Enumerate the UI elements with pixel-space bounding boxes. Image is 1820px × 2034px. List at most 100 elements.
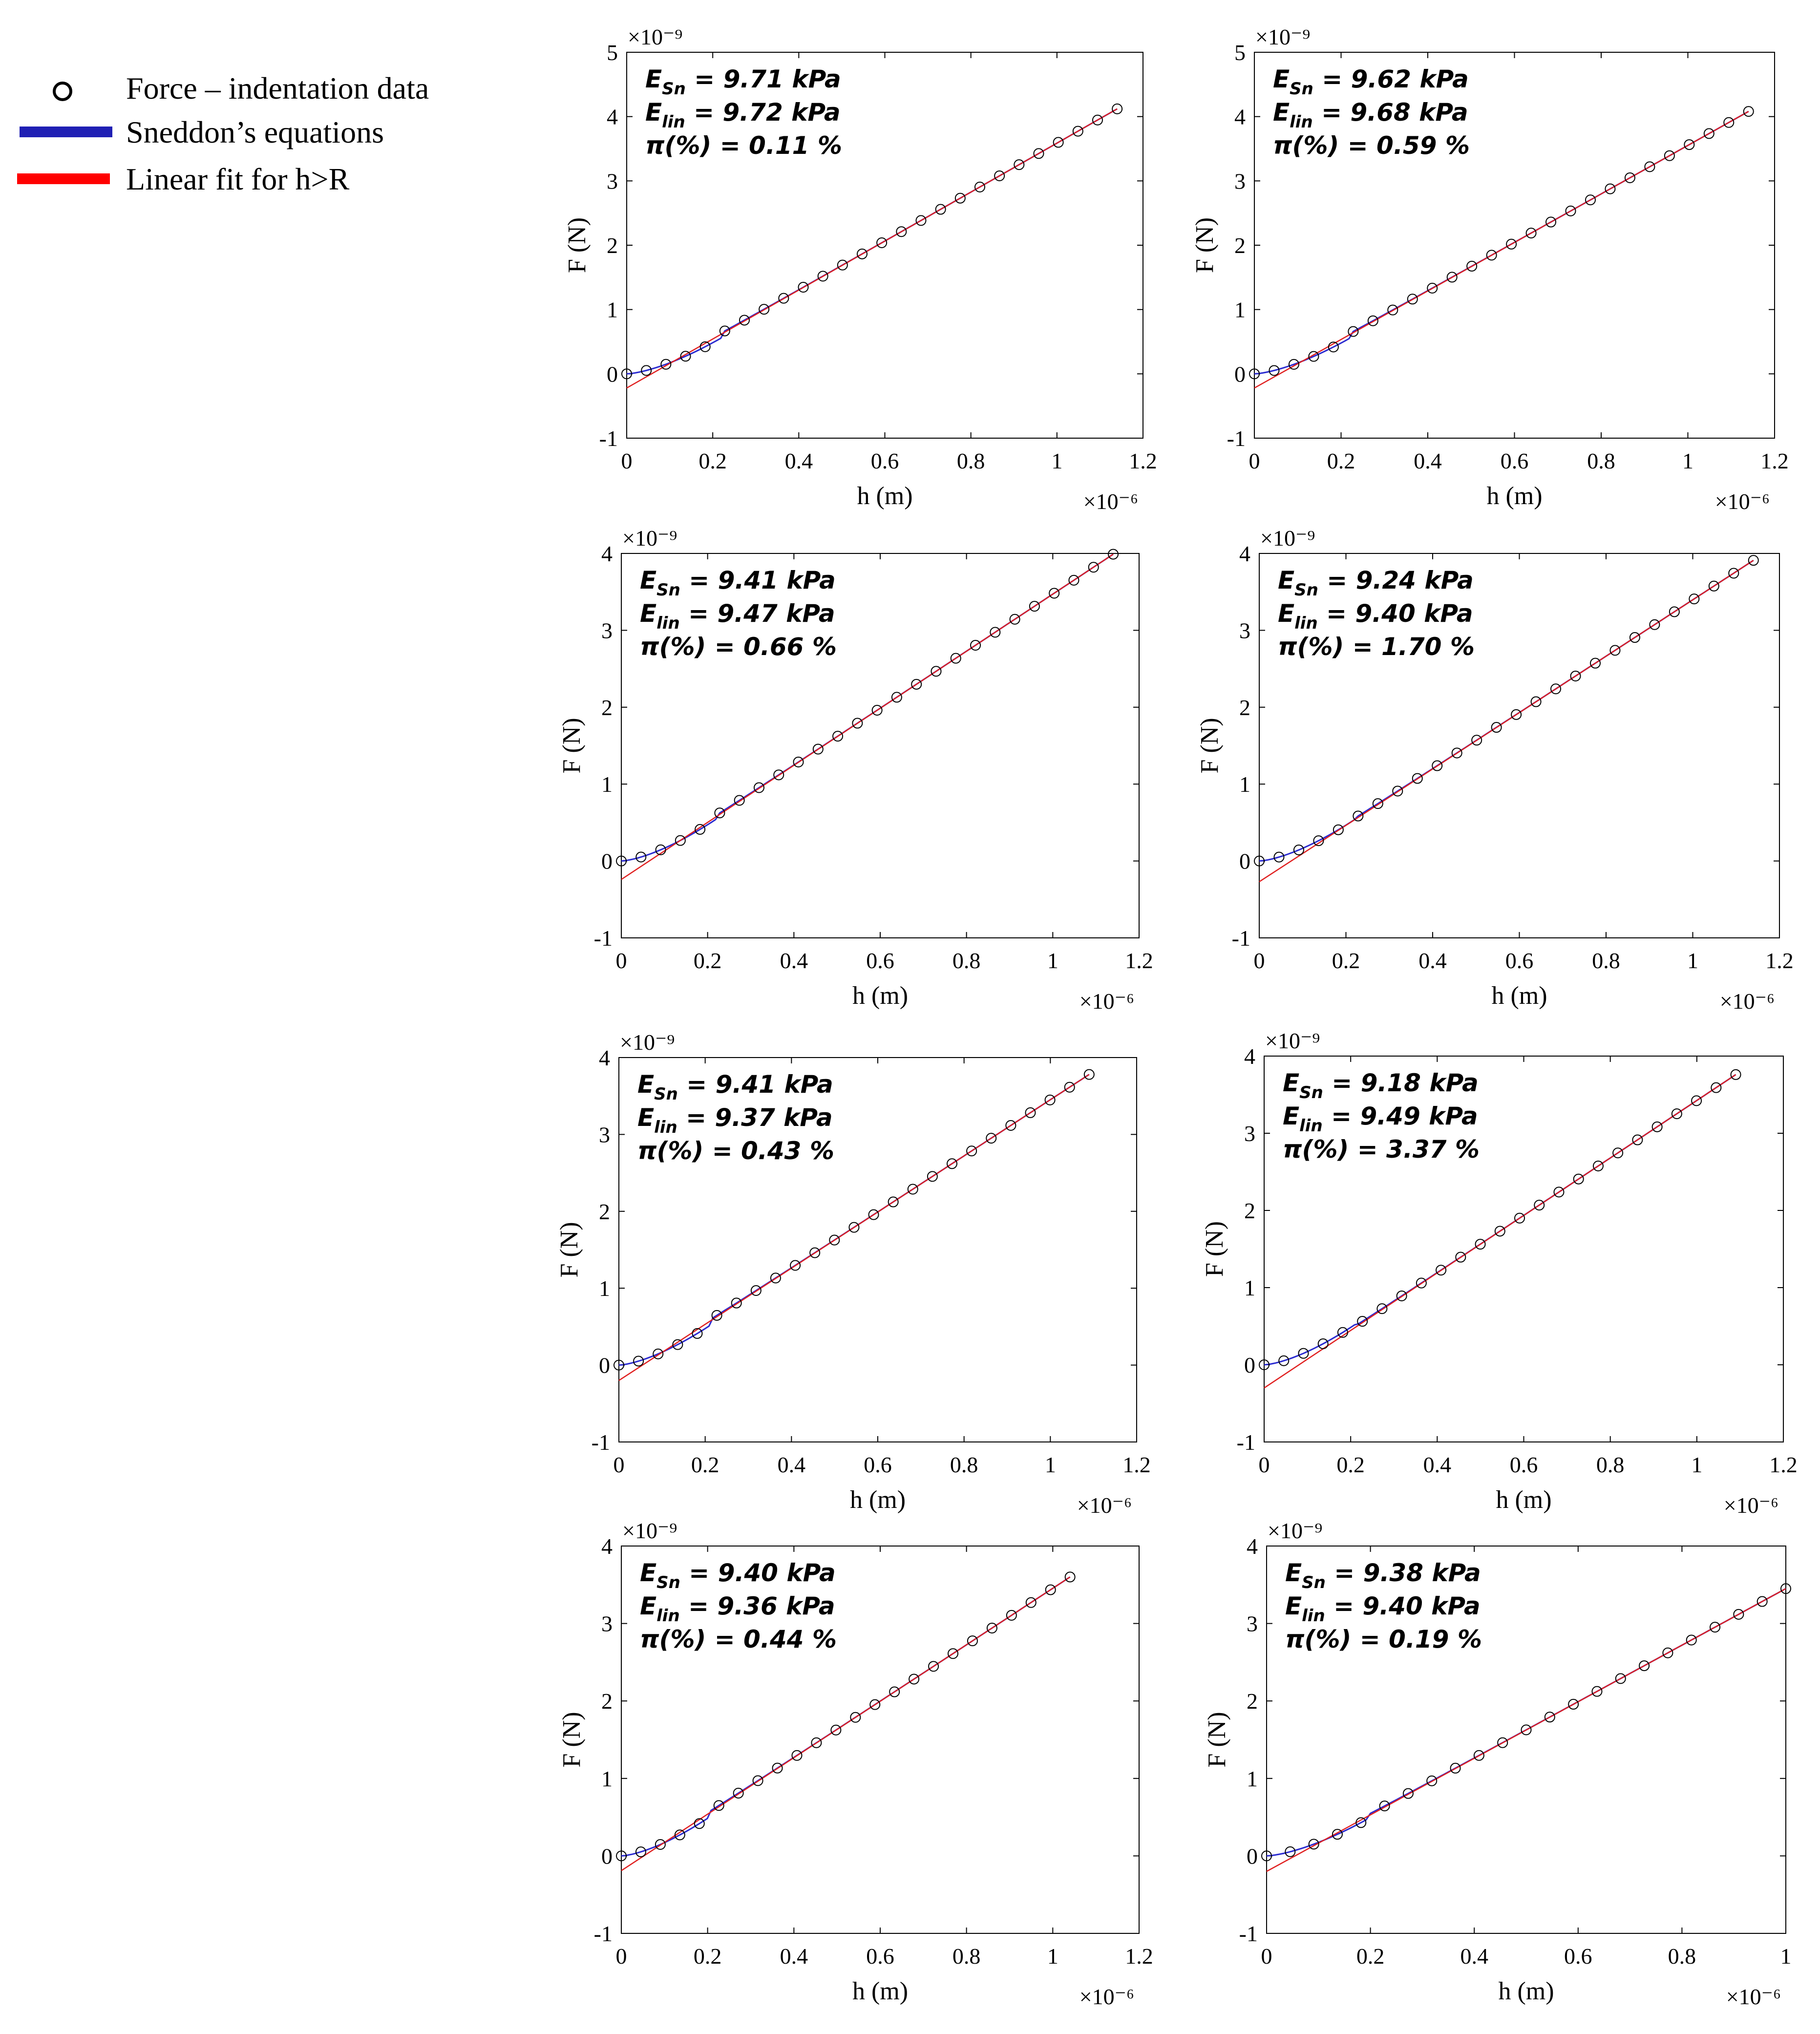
data-point: [798, 282, 809, 293]
data-point: [675, 835, 686, 846]
data-point: [935, 204, 946, 215]
data-point: [1328, 341, 1339, 353]
y-tick-label: 4: [1244, 1044, 1255, 1069]
data-point: [699, 341, 711, 352]
y-tick-label: -1: [594, 926, 613, 951]
legend-label-sneddon: Sneddon’s equations: [126, 115, 384, 149]
data-point: [1664, 150, 1675, 161]
data-point: [680, 351, 691, 362]
data-point: [759, 304, 770, 315]
x-tick-label: 1: [1047, 948, 1058, 973]
legend-label-data: Force – indentation data: [126, 71, 429, 106]
y-tick-label: -1: [594, 1921, 613, 1946]
data-point: [731, 1297, 742, 1309]
sneddon-curve: [1254, 110, 1749, 375]
data-point: [1475, 1239, 1486, 1250]
data-point: [1455, 1251, 1466, 1263]
y-tick-label: 0: [1234, 361, 1246, 386]
data-point: [1615, 1673, 1626, 1684]
x-tick-label: 0: [621, 448, 633, 473]
annotation-esn: ESn = 9.41 kPa: [640, 566, 836, 600]
data-point: [1068, 574, 1079, 586]
y-tick-label: 3: [601, 1611, 613, 1636]
x-tick-label: 1.2: [1129, 448, 1157, 473]
data-point: [1644, 161, 1655, 172]
x-tick-label: 0.2: [1332, 948, 1360, 973]
y-tick-label: -1: [1227, 426, 1246, 451]
x-tick-label: 0.8: [950, 1452, 978, 1477]
annotation-esn: ESn = 9.71 kPa: [645, 65, 841, 99]
data-point: [1372, 798, 1383, 809]
data-point: [616, 1850, 627, 1862]
x-axis-label: h (m): [852, 1977, 908, 2005]
data-point: [1009, 614, 1020, 625]
data-point: [1402, 1788, 1414, 1799]
data-point: [1624, 172, 1635, 183]
data-point: [1544, 1712, 1555, 1723]
x-tick-label: 0: [614, 1452, 625, 1477]
x-tick-label: 0.4: [780, 948, 808, 973]
data-point: [986, 1133, 997, 1144]
data-point: [1308, 351, 1319, 362]
y-tick-label: 2: [607, 233, 618, 258]
data-point: [1387, 304, 1398, 316]
sneddon-curve: [1264, 1074, 1736, 1366]
data-point: [888, 1196, 899, 1208]
data-point: [1014, 159, 1025, 170]
data-point: [1730, 1069, 1741, 1080]
y-tick-label: 1: [601, 772, 613, 797]
data-point: [896, 226, 907, 237]
y-exponent-label: ×10⁻⁹: [622, 1518, 677, 1543]
x-tick-label: 0.8: [952, 948, 981, 973]
axes-box: [1264, 1056, 1784, 1442]
data-point: [1748, 555, 1759, 566]
y-tick-label: 3: [1234, 169, 1246, 193]
data-point: [967, 1635, 978, 1647]
data-point: [1684, 139, 1695, 150]
annotation-esn: ESn = 9.40 kPa: [640, 1559, 836, 1592]
data-point: [1446, 272, 1458, 283]
y-exponent-label: ×10⁻⁹: [1260, 526, 1315, 551]
data-point: [1497, 1737, 1508, 1748]
x-tick-label: 0.6: [1510, 1452, 1538, 1477]
sneddon-curve: [1259, 559, 1754, 862]
x-tick-label: 0: [1254, 948, 1265, 973]
x-axis-label: h (m): [850, 1486, 906, 1514]
x-axis-label: h (m): [1498, 1977, 1554, 2005]
data-point: [633, 1356, 644, 1367]
y-tick-label: 1: [1247, 1766, 1258, 1791]
data-point: [1355, 1817, 1367, 1828]
y-axis-label: F (N): [555, 1222, 583, 1277]
annotation-pi: π(%) = 1.70 %: [1278, 633, 1475, 661]
annotation-esn: ESn = 9.41 kPa: [637, 1070, 833, 1104]
data-point: [692, 1328, 703, 1339]
annotation-pi: π(%) = 0.66 %: [640, 633, 837, 661]
data-point: [1605, 183, 1616, 194]
x-tick-label: 0.2: [1327, 448, 1355, 473]
y-axis-label: F (N): [1203, 1712, 1231, 1767]
data-point: [1357, 1315, 1368, 1327]
x-tick-label: 1: [1047, 1944, 1058, 1969]
y-tick-label: 0: [1247, 1843, 1258, 1868]
x-tick-label: 1: [1682, 448, 1693, 473]
data-point: [1473, 1750, 1484, 1761]
y-tick-label: 4: [607, 105, 618, 129]
annotation-elin: Elin = 9.40 kPa: [1278, 599, 1473, 633]
x-tick-label: 0.2: [694, 1944, 722, 1969]
x-tick-label: 0.2: [691, 1452, 720, 1477]
annotation-elin: Elin = 9.68 kPa: [1273, 98, 1468, 132]
data-point: [1573, 1173, 1584, 1185]
data-point: [1506, 238, 1517, 250]
x-tick-label: 1.2: [1765, 948, 1794, 973]
data-point: [966, 1145, 977, 1157]
y-tick-label: 1: [1239, 772, 1250, 797]
x-tick-label: 0.4: [1414, 448, 1442, 473]
data-point: [1432, 760, 1443, 771]
data-point: [1332, 1829, 1343, 1840]
x-tick-label: 1: [1780, 1944, 1792, 1969]
x-exponent-label: ×10⁻⁶: [1079, 1984, 1134, 2009]
y-tick-label: -1: [592, 1430, 610, 1455]
data-point: [907, 1184, 918, 1195]
y-tick-label: -1: [1237, 1430, 1255, 1455]
